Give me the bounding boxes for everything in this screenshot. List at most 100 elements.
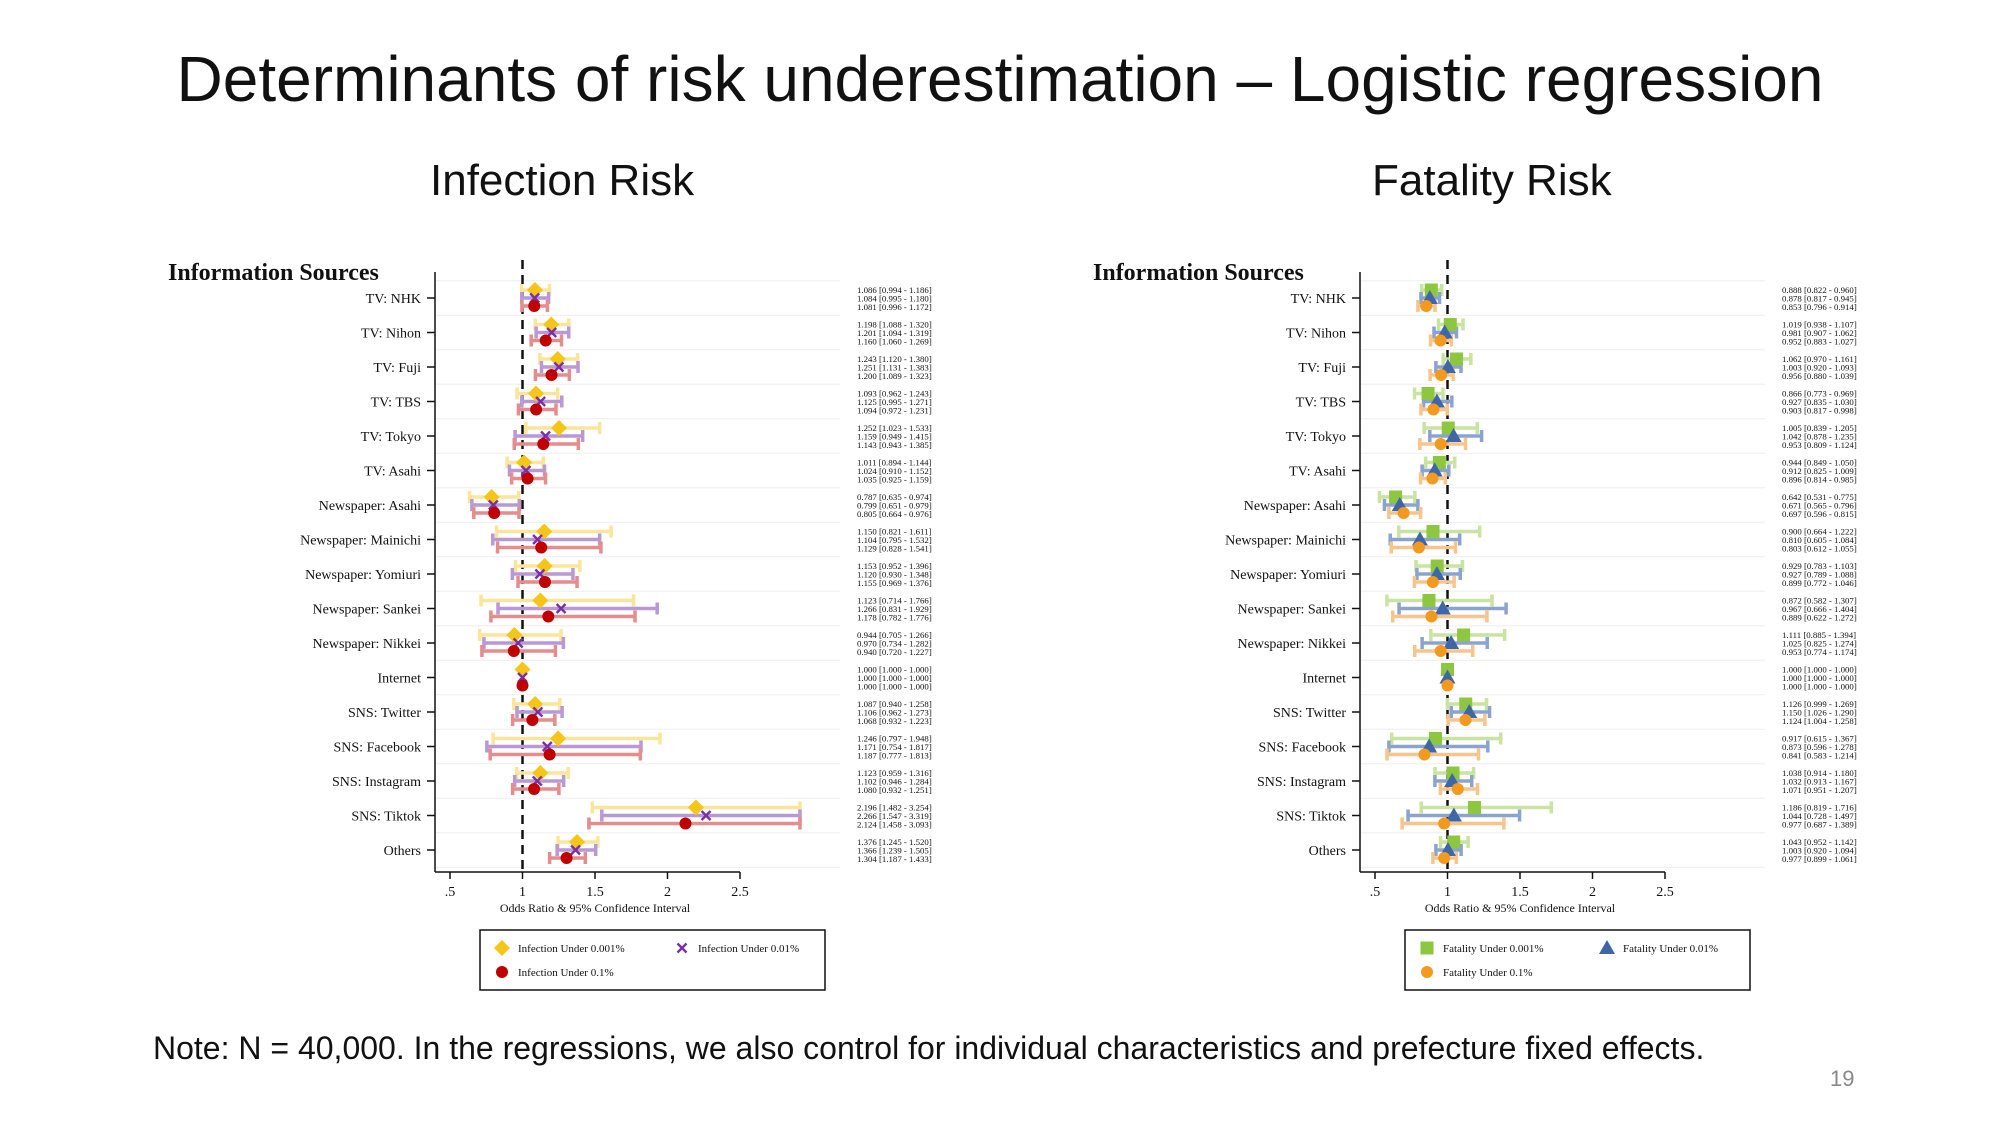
infection-ci-infection-under-0-1-newspaper-mainichi [495, 541, 603, 554]
infection-value-label-infection-under-0-01-tv-tbs: 1.125 [0.995 - 1.271] [857, 397, 932, 407]
fatality-point-fatality-under-0-1-internet [1441, 679, 1454, 692]
infection-value-label-infection-under-0-001-tv-tokyo: 1.252 [1.023 - 1.533] [857, 423, 932, 433]
fatality-value-label-fatality-under-0-1-sns-tiktok: 0.977 [0.687 - 1.389] [1782, 820, 1857, 830]
fatality-category-newspaper-mainichi: Newspaper: Mainichi [1225, 534, 1346, 549]
fatality-point-fatality-under-0-001-tv-nihon [1443, 318, 1457, 331]
fatality-category-tv-fuji: TV: Fuji [1298, 361, 1346, 376]
infection-point-infection-under-0-01-newspaper-mainichi-stroke-b [532, 534, 543, 545]
fatality-point-fatality-under-0-1-newspaper-mainichi [1412, 541, 1425, 554]
fatality-value-label-fatality-under-0-1-newspaper-asahi: 0.697 [0.596 - 0.815] [1782, 509, 1857, 519]
infection-point-infection-under-0-001-newspaper-asahi [483, 489, 500, 505]
fatality-point-fatality-under-0-1-newspaper-nikkei [1434, 645, 1447, 657]
infection-point-infection-under-0-01-tv-fuji-stroke-b [553, 361, 565, 373]
infection-value-label-infection-under-0-01-sns-facebook: 1.171 [0.754 - 1.817] [857, 742, 932, 752]
infection-value-label-infection-under-0-1-tv-asahi: 1.035 [0.925 - 1.159] [857, 475, 932, 485]
fatality-point-fatality-under-0-01-sns-tiktok [1445, 807, 1462, 822]
infection-category-header: Information Sources [168, 260, 379, 286]
fatality-value-label-fatality-under-0-1-others: 0.977 [0.899 - 1.061] [1782, 854, 1857, 864]
fatality-category-tv-asahi: TV: Asahi [1289, 465, 1346, 480]
infection-legend-label-infection-under-0-1: Infection Under 0.1% [518, 967, 614, 979]
fatality-point-fatality-under-0-01-newspaper-nikkei [1443, 635, 1460, 649]
infection-value-label-infection-under-0-1-sns-twitter: 1.068 [0.932 - 1.223] [857, 716, 932, 726]
fatality-value-label-fatality-under-0-1-tv-nihon: 0.952 [0.883 - 1.027] [1782, 337, 1857, 347]
fatality-point-fatality-under-0-001-tv-fuji [1449, 352, 1463, 366]
fatality-value-label-fatality-under-0-001-sns-tiktok: 1.186 [0.819 - 1.716] [1782, 803, 1857, 813]
infection-ci-infection-under-0-001-sns-facebook [491, 732, 662, 745]
infection-point-infection-under-0-1-newspaper-nikkei [507, 645, 520, 657]
fatality-value-label-fatality-under-0-001-newspaper-yomiuri: 0.929 [0.783 - 1.103] [1782, 561, 1857, 571]
infection-value-label-infection-under-0-1-sns-tiktok: 2.124 [1.458 - 3.093] [857, 820, 932, 830]
infection-point-infection-under-0-01-tv-asahi-stroke-b [520, 465, 532, 476]
fatality-x-axis-label: Odds Ratio & 95% Confidence Interval [1425, 901, 1616, 915]
infection-category-tv-nihon: TV: Nihon [361, 327, 421, 342]
fatality-value-label-fatality-under-0-01-others: 1.003 [0.920 - 1.094] [1782, 846, 1857, 856]
fatality-category-sns-tiktok: SNS: Tiktok [1276, 810, 1346, 825]
fatality-value-label-fatality-under-0-1-tv-tokyo: 0.953 [0.809 - 1.124] [1782, 440, 1857, 450]
fatality-value-label-fatality-under-0-001-sns-facebook: 0.917 [0.615 - 1.367] [1782, 734, 1857, 744]
infection-ci-infection-under-0-01-sns-instagram [512, 775, 566, 787]
fatality-legend-marker-fatality-under-0-001 [1420, 941, 1434, 955]
infection-category-sns-twitter: SNS: Twitter [348, 706, 421, 721]
fatality-value-label-fatality-under-0-01-newspaper-asahi: 0.671 [0.565 - 0.796] [1782, 501, 1857, 511]
infection-value-label-infection-under-0-1-sns-instagram: 1.080 [0.932 - 1.251] [857, 785, 932, 795]
infection-point-infection-under-0-001-sns-instagram [532, 765, 549, 781]
fatality-point-fatality-under-0-01-tv-fuji [1439, 359, 1456, 373]
infection-value-label-infection-under-0-001-others: 1.376 [1.245 - 1.520] [857, 837, 932, 847]
infection-value-label-infection-under-0-01-internet: 1.000 [1.000 - 1.000] [857, 673, 932, 683]
infection-value-label-infection-under-0-01-newspaper-sankei: 1.266 [0.831 - 1.929] [857, 604, 932, 614]
infection-value-label-infection-under-0-001-tv-nhk: 1.086 [0.994 - 1.186] [857, 285, 932, 295]
infection-value-label-infection-under-0-001-sns-instagram: 1.123 [0.959 - 1.316] [857, 768, 932, 778]
infection-value-label-infection-under-0-01-newspaper-mainichi: 1.104 [0.795 - 1.532] [857, 535, 932, 545]
infection-value-label-infection-under-0-01-tv-fuji: 1.251 [1.131 - 1.383] [857, 363, 932, 373]
infection-point-infection-under-0-1-others [560, 852, 573, 864]
infection-category-tv-asahi: TV: Asahi [364, 465, 421, 480]
fatality-ci-fatality-under-0-1-sns-tiktok [1400, 817, 1506, 830]
fatality-value-label-fatality-under-0-01-newspaper-nikkei: 1.025 [0.825 - 1.274] [1782, 639, 1857, 649]
infection-legend-label-infection-under-0-001: Infection Under 0.001% [518, 943, 625, 955]
fatality-ci-fatality-under-0-01-sns-facebook [1387, 740, 1490, 753]
infection-value-label-infection-under-0-1-newspaper-asahi: 0.805 [0.664 - 0.976] [857, 509, 932, 519]
infection-value-label-infection-under-0-001-newspaper-mainichi: 1.150 [0.821 - 1.611] [857, 527, 932, 537]
infection-point-infection-under-0-001-sns-tiktok [687, 799, 704, 816]
infection-x-tick-label: 1.5 [586, 885, 604, 900]
fatality-point-fatality-under-0-1-tv-nhk [1420, 300, 1433, 312]
infection-value-label-infection-under-0-001-newspaper-yomiuri: 1.153 [0.952 - 1.396] [857, 561, 932, 571]
fatality-ci-fatality-under-0-1-newspaper-sankei [1390, 610, 1489, 623]
fatality-value-label-fatality-under-0-01-sns-instagram: 1.032 [0.913 - 1.167] [1782, 777, 1857, 787]
fatality-point-fatality-under-0-001-others [1447, 835, 1461, 849]
infection-point-infection-under-0-001-tv-asahi [516, 454, 533, 471]
fatality-value-label-fatality-under-0-001-sns-instagram: 1.038 [0.914 - 1.180] [1782, 768, 1857, 778]
infection-ci-infection-under-0-1-newspaper-sankei [489, 610, 637, 623]
infection-point-infection-under-0-01-sns-facebook-stroke-b [541, 741, 553, 752]
infection-category-tv-fuji: TV: Fuji [373, 361, 421, 376]
infection-category-sns-instagram: SNS: Instagram [332, 775, 421, 790]
infection-ci-infection-under-0-01-newspaper-sankei [496, 602, 659, 615]
infection-point-infection-under-0-01-tv-fuji [553, 361, 565, 373]
infection-point-infection-under-0-01-newspaper-sankei [555, 603, 567, 614]
fatality-value-label-fatality-under-0-001-others: 1.043 [0.952 - 1.142] [1782, 837, 1857, 847]
infection-value-label-infection-under-0-01-tv-nhk: 1.084 [0.995 - 1.180] [857, 294, 932, 304]
infection-point-infection-under-0-001-tv-nhk [526, 282, 543, 298]
infection-value-label-infection-under-0-1-sns-facebook: 1.187 [0.777 - 1.813] [857, 751, 932, 761]
fatality-point-fatality-under-0-01-newspaper-sankei [1434, 600, 1451, 615]
infection-value-label-infection-under-0-001-tv-nihon: 1.198 [1.088 - 1.320] [857, 320, 932, 330]
fatality-point-fatality-under-0-001-sns-instagram [1446, 766, 1460, 780]
fatality-value-label-fatality-under-0-001-tv-nhk: 0.888 [0.822 - 0.960] [1782, 285, 1857, 295]
fatality-value-label-fatality-under-0-1-tv-tbs: 0.903 [0.817 - 0.998] [1782, 406, 1857, 416]
fatality-point-fatality-under-0-001-sns-facebook [1428, 732, 1442, 745]
slide-title: Determinants of risk underestimation – L… [176, 43, 1824, 115]
infection-value-label-infection-under-0-1-newspaper-yomiuri: 1.155 [0.969 - 1.376] [857, 578, 932, 588]
fatality-category-sns-twitter: SNS: Twitter [1273, 706, 1346, 721]
infection-point-infection-under-0-001-tv-tbs [527, 385, 544, 402]
fatality-value-label-fatality-under-0-1-tv-nhk: 0.853 [0.796 - 0.914] [1782, 302, 1857, 312]
infection-category-newspaper-asahi: Newspaper: Asahi [319, 499, 421, 514]
fatality-value-label-fatality-under-0-1-sns-twitter: 1.124 [1.004 - 1.258] [1782, 716, 1857, 726]
fatality-value-label-fatality-under-0-01-newspaper-mainichi: 0.810 [0.605 - 1.084] [1782, 535, 1857, 545]
infection-chart-title: Infection Risk [430, 156, 695, 205]
infection-point-infection-under-0-001-newspaper-nikkei [506, 627, 523, 643]
infection-category-newspaper-sankei: Newspaper: Sankei [313, 603, 422, 618]
fatality-ci-fatality-under-0-001-sns-tiktok [1419, 801, 1554, 814]
infection-point-infection-under-0-001-sns-facebook [550, 730, 567, 747]
infection-point-infection-under-0-1-sns-instagram [528, 783, 541, 795]
infection-x-tick-label: 2.5 [731, 885, 749, 900]
